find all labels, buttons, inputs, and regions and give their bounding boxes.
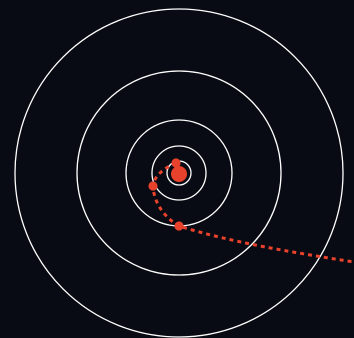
trajectory-path bbox=[151, 161, 354, 264]
orbit-rings bbox=[14, 8, 344, 338]
orbit-2 bbox=[76, 70, 282, 276]
trajectory-marker-2 bbox=[148, 181, 158, 191]
central-body bbox=[171, 166, 187, 182]
orbit-4 bbox=[151, 145, 207, 201]
trajectory-marker-3 bbox=[174, 221, 184, 231]
orbit-1 bbox=[14, 8, 344, 338]
trajectory-marker-1 bbox=[171, 158, 181, 168]
